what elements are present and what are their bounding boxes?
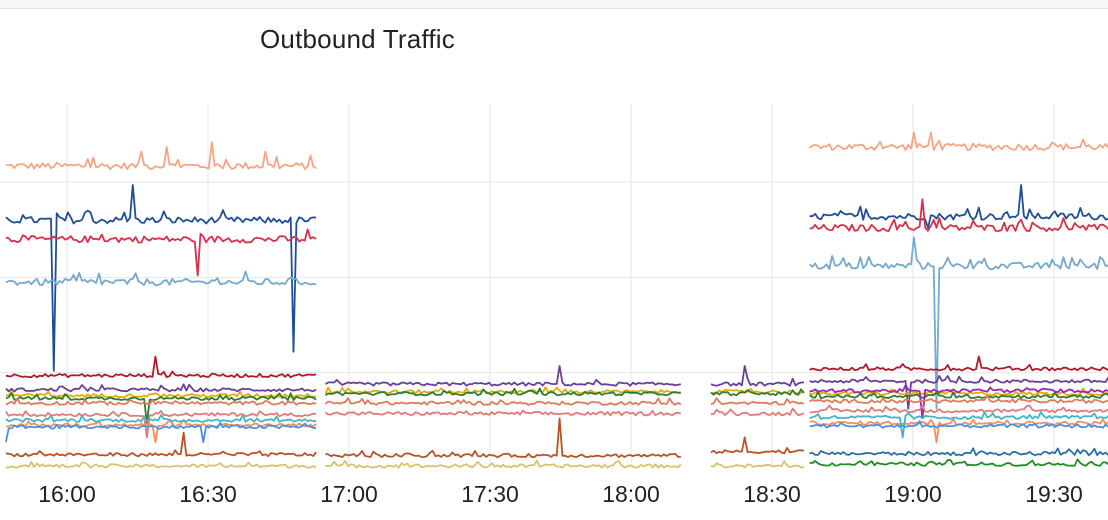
- series-line: [710, 397, 805, 406]
- series-line: [5, 392, 317, 425]
- series-line: [710, 407, 805, 417]
- series-line: [809, 404, 1108, 414]
- series-line: [710, 387, 805, 395]
- series-line: [809, 374, 1108, 410]
- x-tick-label: 16:00: [38, 481, 96, 507]
- series-line: [809, 458, 1108, 467]
- series-line: [5, 383, 317, 393]
- series-line: [5, 397, 317, 406]
- series-line: [809, 355, 1108, 372]
- series-line: [325, 417, 681, 459]
- series-line: [5, 418, 317, 444]
- chart-title: Outbound Traffic: [260, 24, 455, 54]
- x-tick-label: 16:30: [179, 481, 237, 507]
- series-line: [5, 141, 317, 171]
- series-line: [324, 409, 682, 417]
- series-lines: [5, 131, 1108, 469]
- series-line: [710, 460, 805, 469]
- series-line: [5, 414, 317, 423]
- series-line: [809, 394, 1108, 404]
- series-line: [325, 365, 681, 387]
- series-line: [710, 365, 804, 387]
- x-tick-label: 17:00: [320, 481, 378, 507]
- series-line: [325, 459, 682, 469]
- series-line: [5, 461, 317, 469]
- series-line: [809, 447, 1108, 457]
- series-line: [5, 270, 317, 287]
- series-line: [5, 184, 317, 372]
- series-line: [710, 436, 805, 455]
- series-line: [324, 397, 682, 406]
- series-line: [5, 228, 317, 277]
- grid: [0, 104, 1108, 466]
- x-axis-ticks: 16:00 16:30 17:00 17:30 18:00 18:30 19:00 19:30: [38, 481, 1083, 507]
- series-line: [809, 418, 1108, 444]
- series-line: [809, 198, 1108, 233]
- x-tick-label: 18:30: [743, 481, 801, 507]
- panel-top-border: [0, 0, 1108, 9]
- series-line: [809, 420, 1108, 429]
- series-line: [809, 390, 1108, 400]
- series-line: [710, 388, 805, 397]
- series-line: [5, 355, 317, 379]
- series-line: [809, 184, 1108, 229]
- series-line: [808, 131, 1108, 152]
- series-line: [808, 236, 1108, 410]
- x-tick-label: 17:30: [461, 481, 519, 507]
- series-line: [809, 411, 1108, 439]
- series-line: [5, 409, 317, 439]
- x-tick-label: 18:00: [602, 481, 660, 507]
- series-line: [324, 387, 681, 397]
- x-tick-label: 19:30: [1025, 481, 1083, 507]
- series-line: [809, 384, 1108, 420]
- series-line: [5, 431, 317, 458]
- x-tick-label: 19:00: [884, 481, 942, 507]
- series-line: [5, 421, 317, 444]
